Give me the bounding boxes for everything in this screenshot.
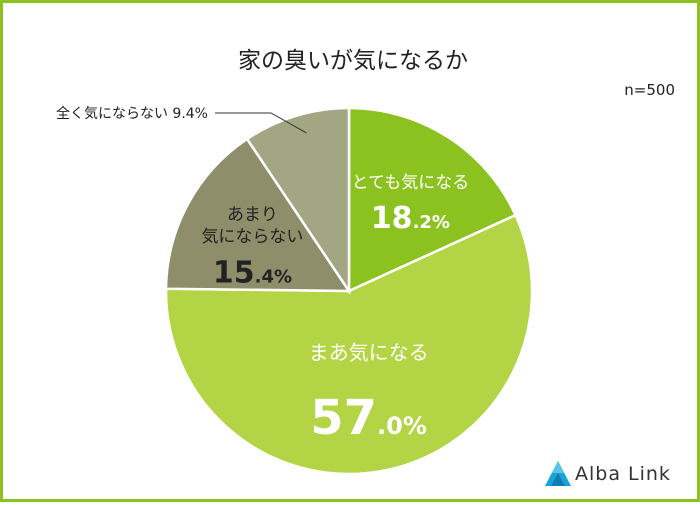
alba-link-logo-icon <box>545 461 571 486</box>
pie-slice-0 <box>347 106 518 293</box>
chart-title: 家の臭いが気になるか <box>238 48 468 74</box>
slice-label-2-line-0: あまり <box>227 205 278 225</box>
pie-slice-2 <box>164 137 352 293</box>
pie-slice-3 <box>245 106 351 296</box>
slice-label-0: とても気になる <box>352 173 470 193</box>
pie-slice-1 <box>164 213 534 476</box>
slice-value-1: 57.0% <box>310 390 427 446</box>
slice-value-2: 15.4% <box>213 255 292 290</box>
slice-value-0: 18.2% <box>371 201 450 236</box>
slice-label-2-line-1: 気にならない <box>201 227 303 247</box>
alba-link-logo-text: Alba Link <box>575 463 671 485</box>
slice-label-1: まあ気になる <box>309 341 429 365</box>
callout-leader-line <box>215 112 307 134</box>
sample-size-label: n=500 <box>624 81 675 99</box>
slice-label-3: 全く気にならない 9.4% <box>56 105 208 122</box>
